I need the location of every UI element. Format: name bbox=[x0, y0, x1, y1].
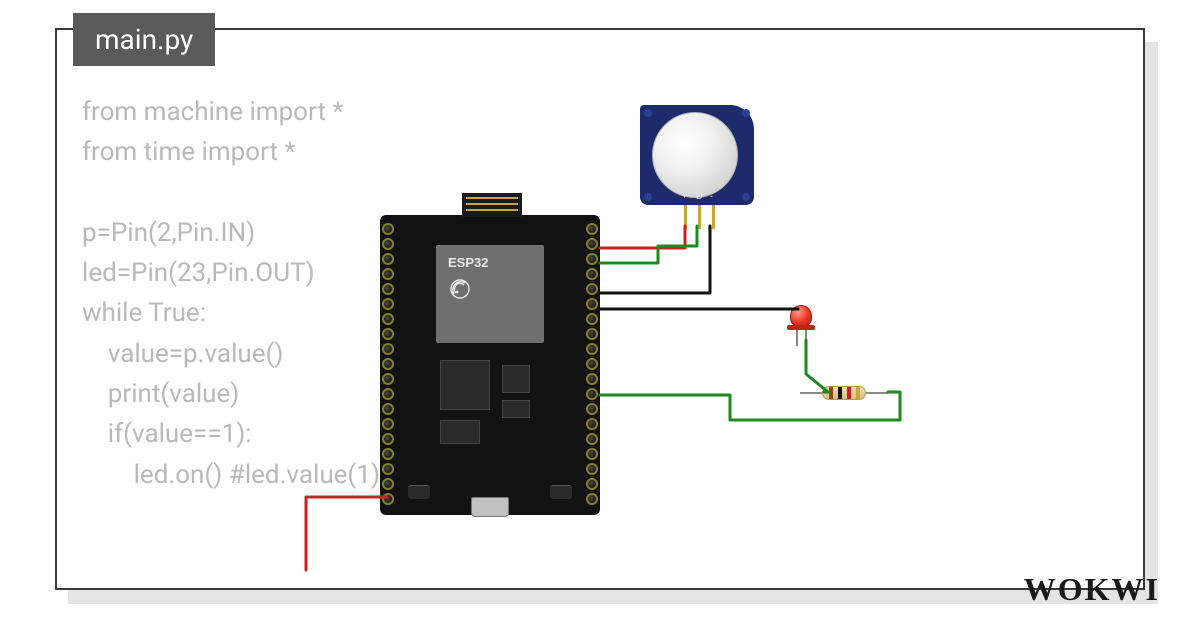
file-tab[interactable]: main.py bbox=[73, 13, 215, 66]
brand-logo: WOKWI bbox=[1024, 571, 1160, 608]
code-block: from machine import * from time import *… bbox=[82, 92, 380, 495]
